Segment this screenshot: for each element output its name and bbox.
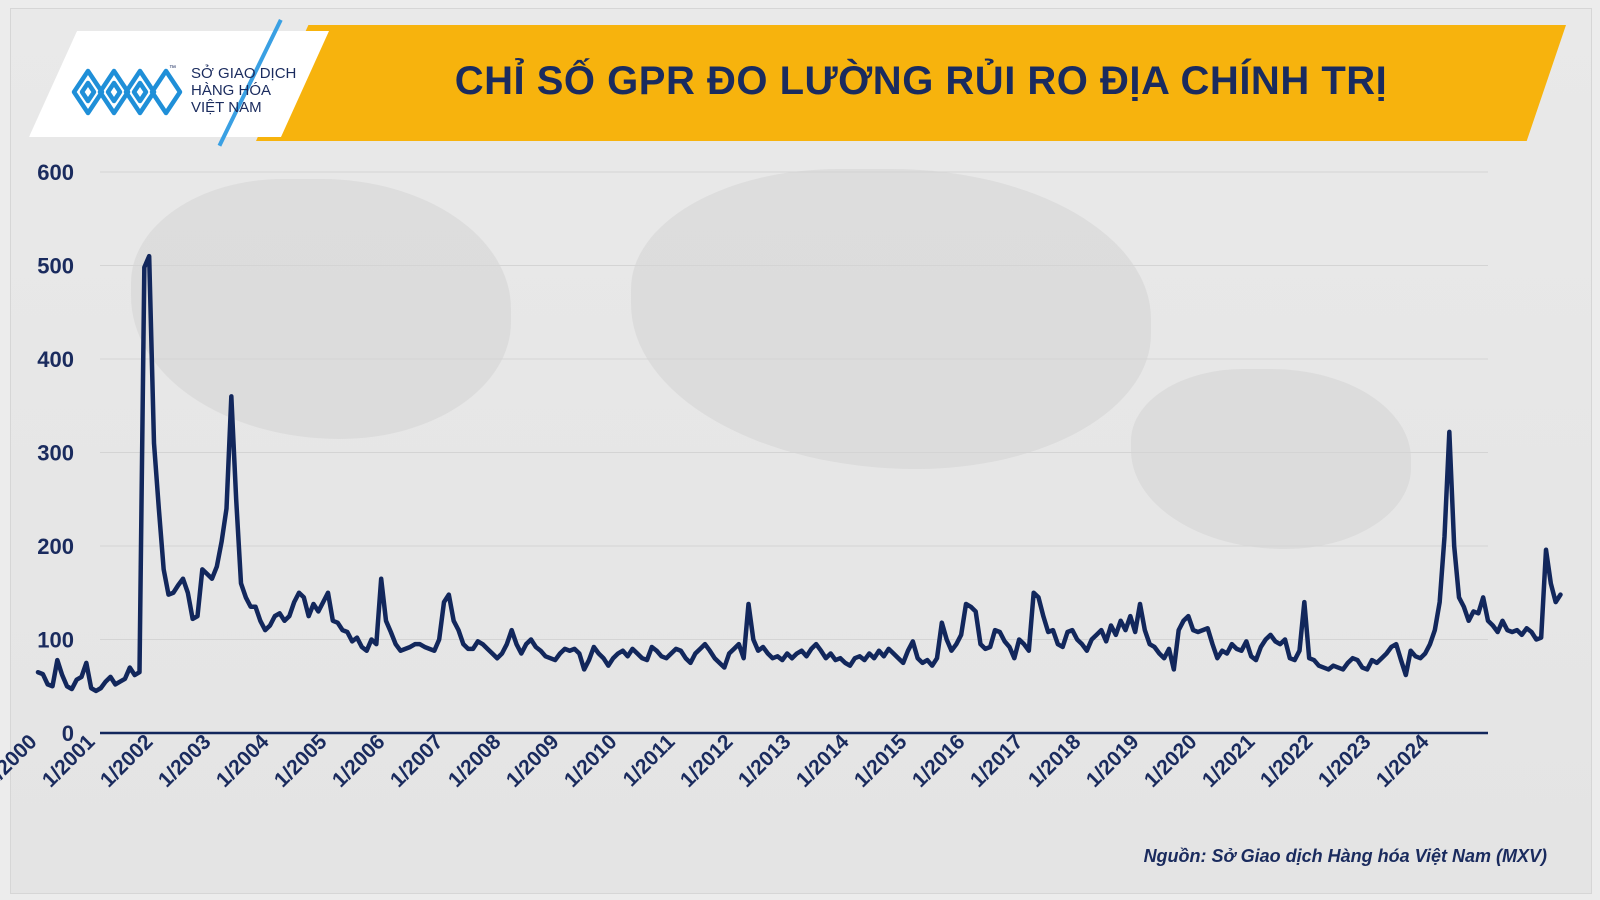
x-tick-label: 1/2013 [734,730,796,792]
title-banner [256,25,1566,141]
chart-canvas: CHỈ SỐ GPR ĐO LƯỜNG RỦI RO ĐỊA CHÍNH TRỊ… [10,8,1592,894]
x-tick-label: 1/2003 [154,730,216,792]
logo-line-2: HÀNG HÓA [191,82,272,99]
background-map-shape [631,169,1151,469]
x-tick-label: 1/2011 [619,730,680,791]
x-tick-label: 1/2024 [1372,730,1434,792]
x-tick-label: 1/2018 [1024,730,1086,792]
y-tick-label: 500 [37,254,74,279]
y-tick-label: 0 [62,721,74,746]
x-tick-label: 1/2014 [792,730,854,792]
x-tick-label: 1/2002 [96,730,158,792]
y-tick-label: 200 [37,534,74,559]
x-tick-label: 1/2015 [850,730,912,792]
x-tick-label: 1/2016 [908,730,970,792]
y-tick-label: 100 [37,628,74,653]
source-note: Nguồn: Sở Giao dịch Hàng hóa Việt Nam (M… [1143,846,1547,866]
x-tick-label: 1/2022 [1256,730,1318,792]
logo-text: SỞ GIAO DỊCH HÀNG HÓA VIỆT NAM [191,65,296,116]
x-tick-label: 1/2020 [1140,730,1202,792]
x-tick-label: 1/2000 [0,730,42,792]
x-tick-label: 1/2008 [444,730,506,792]
x-tick-label: 1/2007 [386,730,448,792]
trademark-mark: ™ [169,65,176,72]
x-tick-label: 1/2006 [328,730,390,792]
mxv-logo-icon [71,68,183,116]
background-map-shape [131,179,511,439]
y-tick-label: 600 [37,160,74,185]
logo-line-1: SỞ GIAO DỊCH [191,65,297,82]
logo-line-3: VIỆT NAM [191,99,262,116]
background-map-shape [1131,369,1411,549]
x-tick-label: 1/2017 [966,730,1028,792]
x-tick-label: 1/2021 [1198,730,1260,792]
x-tick-label: 1/2005 [270,730,332,792]
chart-title: CHỈ SỐ GPR ĐO LƯỜNG RỦI RO ĐỊA CHÍNH TRỊ [454,59,1388,103]
x-tick-label: 1/2010 [560,730,622,792]
y-tick-label: 400 [37,347,74,372]
x-tick-label: 1/2009 [502,730,564,792]
gpr-series-line [35,253,1563,694]
x-tick-label: 1/2004 [212,730,274,792]
x-tick-label: 1/2019 [1082,730,1144,792]
x-tick-label: 1/2012 [676,730,738,792]
x-tick-label: 1/2023 [1314,730,1376,792]
y-tick-label: 300 [37,441,74,466]
